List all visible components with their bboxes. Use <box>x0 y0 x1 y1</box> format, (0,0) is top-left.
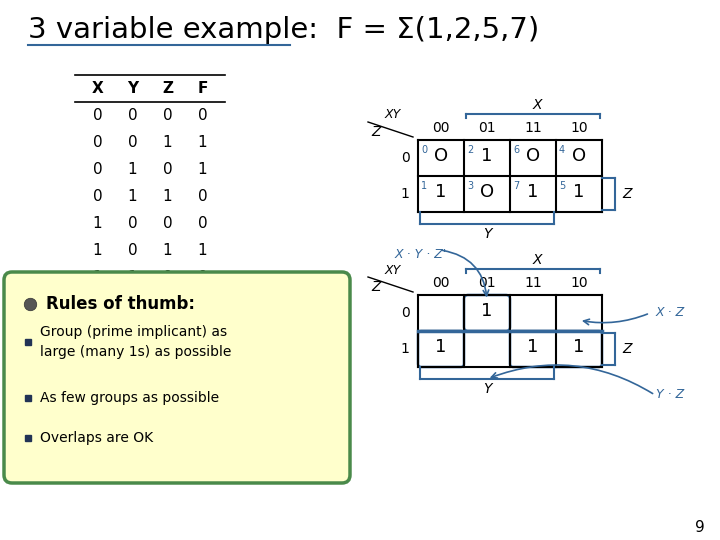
Text: 3: 3 <box>467 181 473 191</box>
Text: 0: 0 <box>93 162 102 177</box>
Text: 1: 1 <box>436 183 446 201</box>
Text: 1: 1 <box>93 243 102 258</box>
Text: 0: 0 <box>198 108 207 123</box>
Text: 0: 0 <box>198 189 207 204</box>
Text: 0: 0 <box>198 270 207 285</box>
Text: 1: 1 <box>127 189 138 204</box>
Text: 3 variable example:  F = Σ(1,2,5,7): 3 variable example: F = Σ(1,2,5,7) <box>28 16 539 44</box>
Text: 0: 0 <box>93 189 102 204</box>
Text: 6: 6 <box>513 145 519 155</box>
Text: 0: 0 <box>163 162 172 177</box>
Text: 1: 1 <box>127 162 138 177</box>
FancyBboxPatch shape <box>4 272 350 483</box>
Text: 1: 1 <box>163 189 172 204</box>
Text: O: O <box>434 147 448 165</box>
Text: X · Z: X · Z <box>655 307 685 320</box>
Text: 1: 1 <box>198 135 207 150</box>
Text: 1: 1 <box>198 243 207 258</box>
Text: 1: 1 <box>436 338 446 356</box>
Text: 01: 01 <box>478 276 496 290</box>
Text: 1: 1 <box>93 216 102 231</box>
Text: 00: 00 <box>432 276 450 290</box>
Text: 10: 10 <box>570 121 588 135</box>
Text: 1: 1 <box>527 338 539 356</box>
Text: XY: XY <box>385 264 401 276</box>
Text: O: O <box>572 147 586 165</box>
Text: 1: 1 <box>481 302 492 320</box>
Text: Z: Z <box>162 81 173 96</box>
Text: Y · Z: Y · Z <box>656 388 684 402</box>
Text: 5: 5 <box>559 181 565 191</box>
Text: 10: 10 <box>570 276 588 290</box>
Text: Z: Z <box>622 187 631 201</box>
Text: 7: 7 <box>513 181 519 191</box>
Text: O: O <box>480 183 494 201</box>
Text: 1: 1 <box>163 297 172 312</box>
Text: 1: 1 <box>198 297 207 312</box>
Text: 0: 0 <box>127 108 138 123</box>
Text: Z: Z <box>372 125 381 139</box>
Text: 1: 1 <box>400 187 410 201</box>
Text: X: X <box>91 81 104 96</box>
Text: 0: 0 <box>127 243 138 258</box>
Text: 1: 1 <box>163 243 172 258</box>
Text: Overlaps are OK: Overlaps are OK <box>40 431 153 445</box>
Text: X: X <box>533 98 542 112</box>
Text: X: X <box>533 253 542 267</box>
Text: Z: Z <box>622 342 631 356</box>
Text: XY: XY <box>385 109 401 122</box>
Text: 1: 1 <box>93 297 102 312</box>
Text: 1: 1 <box>573 183 585 201</box>
Text: 1: 1 <box>400 342 410 356</box>
Text: Y: Y <box>127 81 138 96</box>
Text: 1: 1 <box>163 135 172 150</box>
Text: 11: 11 <box>524 276 542 290</box>
Text: 11: 11 <box>524 121 542 135</box>
Text: 0: 0 <box>163 270 172 285</box>
Text: 2: 2 <box>467 145 473 155</box>
Text: 0: 0 <box>127 135 138 150</box>
Text: 1: 1 <box>527 183 539 201</box>
Text: 01: 01 <box>478 121 496 135</box>
Text: 0: 0 <box>400 151 410 165</box>
Text: Y: Y <box>482 382 491 396</box>
Text: 1: 1 <box>127 297 138 312</box>
Text: 1: 1 <box>93 270 102 285</box>
Text: 9: 9 <box>695 521 705 536</box>
Text: 1: 1 <box>198 162 207 177</box>
Text: 4: 4 <box>559 145 565 155</box>
Text: 0: 0 <box>93 135 102 150</box>
Text: 1: 1 <box>421 181 427 191</box>
Text: O: O <box>526 147 540 165</box>
Text: 0: 0 <box>421 145 427 155</box>
Text: Y: Y <box>482 227 491 241</box>
Text: As few groups as possible: As few groups as possible <box>40 391 219 405</box>
Text: 1: 1 <box>127 270 138 285</box>
Text: F: F <box>197 81 207 96</box>
Text: 0: 0 <box>127 216 138 231</box>
Text: Group (prime implicant) as
large (many 1s) as possible: Group (prime implicant) as large (many 1… <box>40 325 231 359</box>
Text: 0: 0 <box>198 216 207 231</box>
Text: 00: 00 <box>432 121 450 135</box>
Text: 0: 0 <box>163 216 172 231</box>
Text: 1: 1 <box>573 338 585 356</box>
Text: 0: 0 <box>163 108 172 123</box>
Text: Z: Z <box>372 280 381 294</box>
Text: 0: 0 <box>400 306 410 320</box>
Text: X · Y · Z': X · Y · Z' <box>395 248 447 261</box>
Text: 1: 1 <box>481 147 492 165</box>
Text: Rules of thumb:: Rules of thumb: <box>46 295 195 313</box>
Text: 0: 0 <box>93 108 102 123</box>
